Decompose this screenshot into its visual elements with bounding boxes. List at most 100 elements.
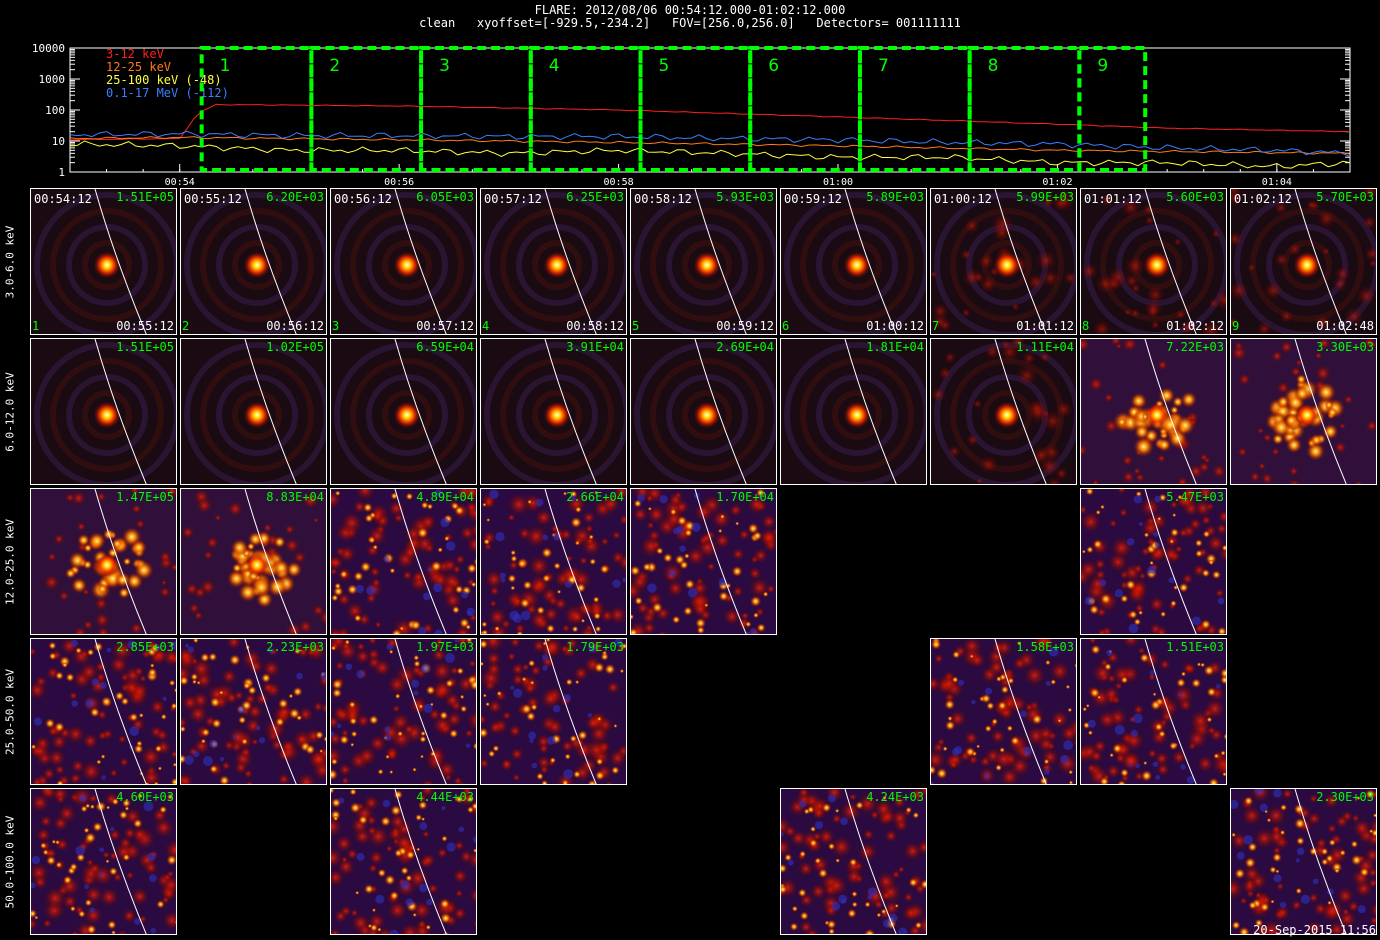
image-panel: 8.83E+04 <box>180 488 327 635</box>
noise-blob <box>1150 699 1162 711</box>
noise-blob <box>1368 915 1376 926</box>
noise-blob <box>867 894 873 900</box>
noise-blob <box>129 712 139 722</box>
noise-blob <box>1045 680 1051 686</box>
noise-blob <box>416 847 421 852</box>
noise-blob <box>527 554 551 578</box>
noise-blob <box>691 522 701 532</box>
noise-blob <box>781 837 793 859</box>
noise-blob <box>481 727 489 739</box>
peak-value: 1.79E+03 <box>566 640 624 654</box>
noise-blob <box>704 603 709 608</box>
noise-blob <box>731 565 743 578</box>
noise-blob <box>1194 538 1203 548</box>
noise-blob <box>699 531 714 546</box>
noise-blob <box>527 659 536 668</box>
noise-blob <box>384 734 392 741</box>
noise-blob <box>752 612 760 619</box>
noise-blob <box>1247 841 1258 853</box>
noise-blob <box>203 756 213 766</box>
noise-blob <box>667 491 684 508</box>
noise-blob <box>400 866 409 876</box>
solar-limb <box>694 189 747 334</box>
noise-blob <box>388 649 394 655</box>
noise-blob <box>469 678 476 691</box>
image-panel-map <box>1231 339 1376 484</box>
noise-blob <box>68 771 83 784</box>
interval-label: 7 <box>878 56 889 76</box>
noise-blob <box>1351 817 1373 839</box>
noise-blob <box>1257 462 1266 471</box>
noise-blob <box>662 552 673 564</box>
noise-blob <box>466 563 476 574</box>
y-tick-label: 100 <box>45 104 65 117</box>
noise-blob <box>1007 677 1015 685</box>
noise-blob <box>1173 237 1183 247</box>
noise-blob <box>355 713 372 729</box>
noise-blob <box>1081 339 1091 353</box>
image-panel-map <box>781 339 926 484</box>
band-label-text: 25.0-50.0 keV <box>3 668 17 755</box>
noise-blob <box>1260 472 1274 484</box>
noise-blob <box>255 725 261 731</box>
noise-blob <box>420 852 437 869</box>
sidelobe-ring <box>350 208 464 322</box>
end-time: 00:58:12 <box>566 319 624 333</box>
noise-blob <box>284 524 295 535</box>
noise-blob <box>1177 526 1190 539</box>
sidelobe-ring <box>200 208 314 322</box>
noise-blob <box>173 687 176 693</box>
noise-blob <box>346 583 359 596</box>
noise-blob <box>311 604 325 617</box>
noise-blob <box>418 883 428 893</box>
noise-blob <box>72 625 88 634</box>
sidelobe-ring <box>650 208 764 322</box>
noise-blob <box>944 720 956 731</box>
noise-blob <box>331 678 344 691</box>
peak-value: 8.83E+04 <box>266 490 324 504</box>
noise-blob <box>1011 302 1020 312</box>
noise-blob <box>1172 512 1177 518</box>
noise-blob <box>1305 198 1318 211</box>
noise-blob <box>580 618 586 624</box>
noise-blob <box>344 639 351 645</box>
noise-blob <box>975 477 984 484</box>
noise-blob <box>1287 241 1303 257</box>
noise-blob <box>1063 740 1073 751</box>
noise-blob <box>1041 195 1055 209</box>
noise-blob <box>106 647 112 653</box>
noise-blob <box>1016 641 1022 646</box>
interval-box <box>199 46 314 172</box>
noise-blob <box>613 723 618 729</box>
noise-blob <box>781 863 788 874</box>
band-label-text: 3.0-6.0 keV <box>3 225 17 298</box>
x-tick-label: 01:04 <box>1262 177 1292 186</box>
image-panel-map <box>181 339 326 484</box>
noise-blob <box>84 884 89 889</box>
noise-blob <box>1213 752 1220 760</box>
noise-blob <box>1212 288 1226 312</box>
image-panel-map <box>481 339 626 484</box>
sidelobe-ring <box>634 192 776 334</box>
source-blob <box>1326 406 1338 419</box>
noise-blob <box>96 625 111 634</box>
interval-label: 8 <box>988 56 999 76</box>
noise-blob <box>1006 724 1014 732</box>
noise-blob <box>434 629 443 634</box>
noise-blob <box>363 883 375 895</box>
noise-blob <box>292 550 307 565</box>
noise-blob <box>434 489 442 497</box>
peak-value: 5.60E+03 <box>1166 190 1224 204</box>
noise-blob <box>355 890 360 895</box>
noise-blob <box>647 506 652 511</box>
noise-blob <box>467 610 473 616</box>
noise-blob <box>1274 904 1291 921</box>
image-panel-map <box>481 639 626 784</box>
noise-blob <box>685 545 707 567</box>
noise-blob <box>1308 793 1319 804</box>
noise-blob <box>1215 522 1226 536</box>
noise-blob <box>1109 752 1115 758</box>
noise-blob <box>584 524 594 534</box>
noise-blob <box>242 681 252 690</box>
noise-blob <box>389 929 399 934</box>
